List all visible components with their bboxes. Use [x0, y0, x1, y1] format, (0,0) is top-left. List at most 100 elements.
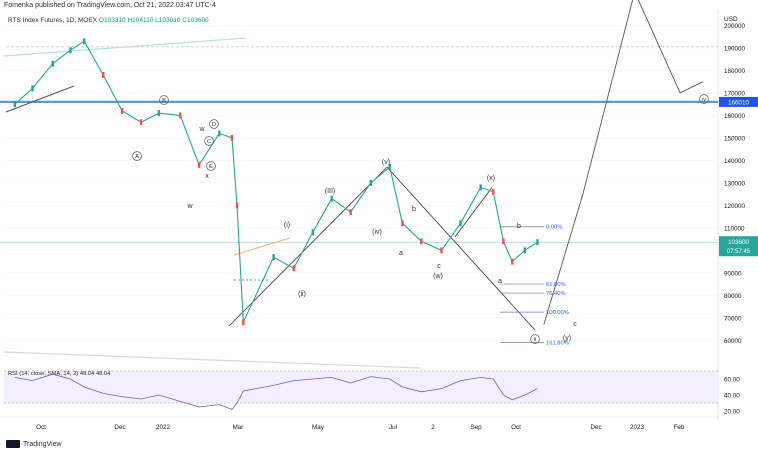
ohlc-values: O103310 H104110 L103010 C103600	[98, 17, 209, 24]
y-tick-label: 160000	[724, 113, 746, 120]
series-layer	[13, 0, 704, 326]
candle	[197, 161, 201, 168]
wave-marker	[209, 119, 219, 129]
price-axis-bg	[719, 10, 758, 430]
price-line	[14, 40, 538, 323]
wave-label: (ii)	[298, 291, 306, 298]
candle	[179, 112, 182, 119]
projection-path	[543, 0, 704, 325]
candle	[459, 220, 462, 227]
y-tick-label: 190000	[724, 45, 746, 52]
candle	[235, 202, 239, 209]
candle	[349, 209, 352, 216]
candle	[311, 229, 314, 236]
x-tick-label: 2023	[630, 424, 645, 431]
candle	[69, 47, 72, 54]
candle	[120, 107, 124, 114]
x-tick-label: May	[312, 424, 325, 431]
footer: TradingView	[6, 440, 62, 448]
wave-channel-line	[386, 166, 536, 331]
candle	[272, 254, 275, 261]
wave-label: iv	[702, 97, 706, 103]
rsi-line	[14, 373, 538, 410]
wave-marker	[206, 161, 216, 171]
wave-marker	[132, 151, 142, 161]
candle	[157, 110, 160, 117]
x-tick-label: Jul	[389, 424, 397, 431]
support-trendline	[5, 85, 75, 113]
x-tick-label: Feb	[674, 424, 685, 431]
y-tick-label: 140000	[724, 158, 746, 165]
wave-label: A	[135, 154, 139, 160]
countdown-text: 07:57:45	[727, 249, 751, 255]
wave-label: x	[205, 173, 209, 180]
lower-trendline	[3, 351, 421, 369]
brand-name[interactable]: TradingView	[23, 440, 62, 448]
wave-label: (i)	[284, 222, 290, 229]
last-price-tag	[719, 236, 758, 257]
candle	[523, 247, 527, 254]
symbol-legend: RTS Index Futures, 1D, MOEX O103310 H104…	[8, 17, 209, 24]
levels-layer: 0.00%61.80%76.40%100.00%161.80%	[0, 37, 718, 369]
wave-channel-line	[228, 166, 388, 327]
x-axis: Oct Dec 2022 Mar May Jul 2 Sep Oct Dec 2023 Feb	[0, 416, 718, 431]
upper-trendline	[3, 37, 247, 57]
wave-label: (y)	[563, 335, 571, 342]
y-tick-label: 80000	[724, 293, 742, 300]
wave-label: a	[399, 250, 403, 257]
wave-label: c	[573, 321, 577, 328]
rsi-tick-label: 40.00	[724, 393, 740, 400]
x-tick-label: Oct	[36, 424, 46, 431]
rsi-pane: RSI (14, close, SMA, 14, 2) 48.04 48.04 6…	[4, 370, 740, 416]
candle	[13, 101, 17, 108]
x-tick-label: 2	[431, 424, 435, 431]
wave-labels: A B C D Ew x w (i) (ii) (III) (iv) (v) a b c (w) (x) (y) a…	[132, 94, 709, 344]
y-tick-label: 90000	[724, 270, 742, 277]
symbol-name: RTS Index Futures, 1D, MOEX	[8, 17, 98, 24]
x-tick-label: 2022	[156, 424, 171, 431]
candle	[369, 179, 373, 186]
y-tick-label: 170000	[724, 90, 746, 97]
y-tick-label: 180000	[724, 68, 746, 75]
rsi-tick-label: 60.00	[724, 377, 740, 384]
currency-label: USD	[724, 16, 738, 23]
resistance-price-tag	[719, 96, 758, 107]
last-price-text: 103600	[728, 239, 750, 246]
candle	[102, 71, 105, 78]
y-tick-label: 60000	[724, 338, 742, 345]
candle	[401, 220, 404, 227]
candle	[536, 239, 539, 246]
wave-marker	[699, 94, 709, 104]
x-tick-label: Oct	[511, 424, 521, 431]
publisher-line: Fomenka published on TradingView.com, Oc…	[4, 2, 216, 9]
wave-label: B	[162, 98, 166, 104]
candle	[492, 188, 495, 195]
wave-label: (w)	[433, 273, 443, 280]
wave-marker	[530, 334, 540, 344]
price-tags: 166010 103600 07:57:45	[719, 96, 758, 257]
y-tick-label: 150000	[724, 135, 746, 142]
tradingview-logo-icon	[6, 440, 20, 448]
y-tick-label: 200000	[724, 23, 746, 30]
wave-label: C	[207, 139, 211, 145]
candle	[292, 265, 296, 272]
wave-label: ii	[534, 337, 537, 343]
wave-label: w	[186, 203, 193, 210]
resistance-price-text: 166010	[728, 99, 750, 106]
y-tick-label: 130000	[724, 180, 746, 187]
candle	[440, 247, 443, 254]
wave-label: c	[437, 263, 441, 270]
candle	[31, 85, 34, 92]
wave-label: a	[498, 278, 502, 285]
candle	[511, 258, 514, 265]
fib-level-label: 100.00%	[546, 310, 569, 316]
x-tick-label: Sep	[470, 424, 482, 431]
wave-channel-line	[454, 187, 493, 238]
wave-label: D	[212, 122, 216, 128]
wave-label: w	[198, 126, 205, 133]
x-tick-label: Mar	[233, 424, 244, 431]
y-axis: 6000070000800009000010000011000012000013…	[6, 23, 746, 345]
wave-label: b	[517, 223, 521, 230]
wave-label: b	[412, 206, 416, 213]
